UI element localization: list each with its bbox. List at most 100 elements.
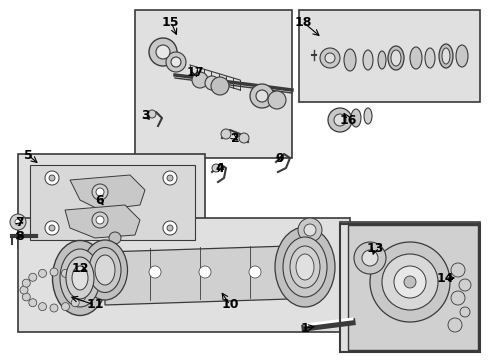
Circle shape xyxy=(319,48,339,68)
Circle shape xyxy=(249,84,273,108)
Ellipse shape xyxy=(66,257,94,299)
Text: 3: 3 xyxy=(141,108,149,122)
Polygon shape xyxy=(30,165,195,240)
Circle shape xyxy=(450,263,464,277)
Polygon shape xyxy=(18,218,349,332)
Circle shape xyxy=(447,318,461,332)
Text: 1: 1 xyxy=(300,321,309,334)
Circle shape xyxy=(163,171,177,185)
Ellipse shape xyxy=(295,254,313,280)
Text: 18: 18 xyxy=(294,15,311,28)
Circle shape xyxy=(333,114,346,126)
Polygon shape xyxy=(135,10,291,158)
Text: 9: 9 xyxy=(275,152,284,165)
Circle shape xyxy=(163,221,177,235)
Circle shape xyxy=(10,214,26,230)
Circle shape xyxy=(297,218,321,242)
Circle shape xyxy=(267,91,285,109)
Circle shape xyxy=(78,279,85,287)
Circle shape xyxy=(167,175,173,181)
Circle shape xyxy=(403,276,415,288)
Circle shape xyxy=(29,273,37,281)
Circle shape xyxy=(221,129,230,139)
Circle shape xyxy=(71,273,79,281)
Circle shape xyxy=(78,293,85,301)
Polygon shape xyxy=(18,154,204,248)
Circle shape xyxy=(450,291,464,305)
Polygon shape xyxy=(105,245,319,305)
Polygon shape xyxy=(65,205,140,238)
Circle shape xyxy=(148,110,156,118)
Circle shape xyxy=(165,52,185,72)
Ellipse shape xyxy=(52,240,107,315)
Circle shape xyxy=(204,76,219,90)
Circle shape xyxy=(381,254,437,310)
Ellipse shape xyxy=(363,108,371,124)
Text: 13: 13 xyxy=(366,242,383,255)
Text: 11: 11 xyxy=(86,298,103,311)
Circle shape xyxy=(61,303,69,311)
Ellipse shape xyxy=(424,48,434,68)
Text: 4: 4 xyxy=(215,162,224,175)
Circle shape xyxy=(171,57,181,67)
Ellipse shape xyxy=(343,49,355,71)
Circle shape xyxy=(167,225,173,231)
Circle shape xyxy=(156,45,170,59)
Ellipse shape xyxy=(409,47,421,69)
Circle shape xyxy=(49,225,55,231)
Circle shape xyxy=(96,216,104,224)
Circle shape xyxy=(39,269,46,277)
Polygon shape xyxy=(298,10,479,102)
Circle shape xyxy=(393,266,425,298)
Circle shape xyxy=(327,108,351,132)
Ellipse shape xyxy=(289,246,319,288)
Circle shape xyxy=(210,77,228,95)
Circle shape xyxy=(20,286,28,294)
Circle shape xyxy=(80,286,88,294)
Circle shape xyxy=(458,279,470,291)
Ellipse shape xyxy=(274,227,334,307)
Ellipse shape xyxy=(390,50,400,66)
Text: 16: 16 xyxy=(339,113,356,126)
Circle shape xyxy=(22,279,30,287)
Ellipse shape xyxy=(283,237,326,297)
Text: 10: 10 xyxy=(221,298,238,311)
Circle shape xyxy=(149,266,161,278)
Circle shape xyxy=(39,303,46,311)
Ellipse shape xyxy=(72,266,88,290)
Ellipse shape xyxy=(362,50,372,70)
Polygon shape xyxy=(70,175,145,210)
Circle shape xyxy=(192,72,207,88)
Circle shape xyxy=(353,242,385,274)
Polygon shape xyxy=(347,225,477,350)
Circle shape xyxy=(212,164,220,172)
Circle shape xyxy=(50,268,58,276)
Text: 12: 12 xyxy=(71,261,88,274)
Circle shape xyxy=(325,53,334,63)
Polygon shape xyxy=(339,222,479,352)
Text: 17: 17 xyxy=(186,66,203,78)
Ellipse shape xyxy=(89,248,121,292)
Circle shape xyxy=(149,38,177,66)
Ellipse shape xyxy=(441,48,449,64)
Circle shape xyxy=(304,224,315,236)
Circle shape xyxy=(248,266,261,278)
Circle shape xyxy=(199,266,210,278)
Ellipse shape xyxy=(60,249,100,307)
Circle shape xyxy=(109,232,121,244)
Circle shape xyxy=(298,266,310,278)
Text: 5: 5 xyxy=(23,149,32,162)
Circle shape xyxy=(29,299,37,307)
Circle shape xyxy=(239,133,248,143)
Text: 15: 15 xyxy=(161,15,179,28)
Ellipse shape xyxy=(82,240,127,300)
Text: 6: 6 xyxy=(96,194,104,207)
Circle shape xyxy=(49,175,55,181)
Circle shape xyxy=(50,304,58,312)
Ellipse shape xyxy=(95,255,115,285)
Circle shape xyxy=(361,250,377,266)
Text: 14: 14 xyxy=(435,271,453,284)
Circle shape xyxy=(45,171,59,185)
Circle shape xyxy=(96,188,104,196)
Ellipse shape xyxy=(387,46,403,70)
